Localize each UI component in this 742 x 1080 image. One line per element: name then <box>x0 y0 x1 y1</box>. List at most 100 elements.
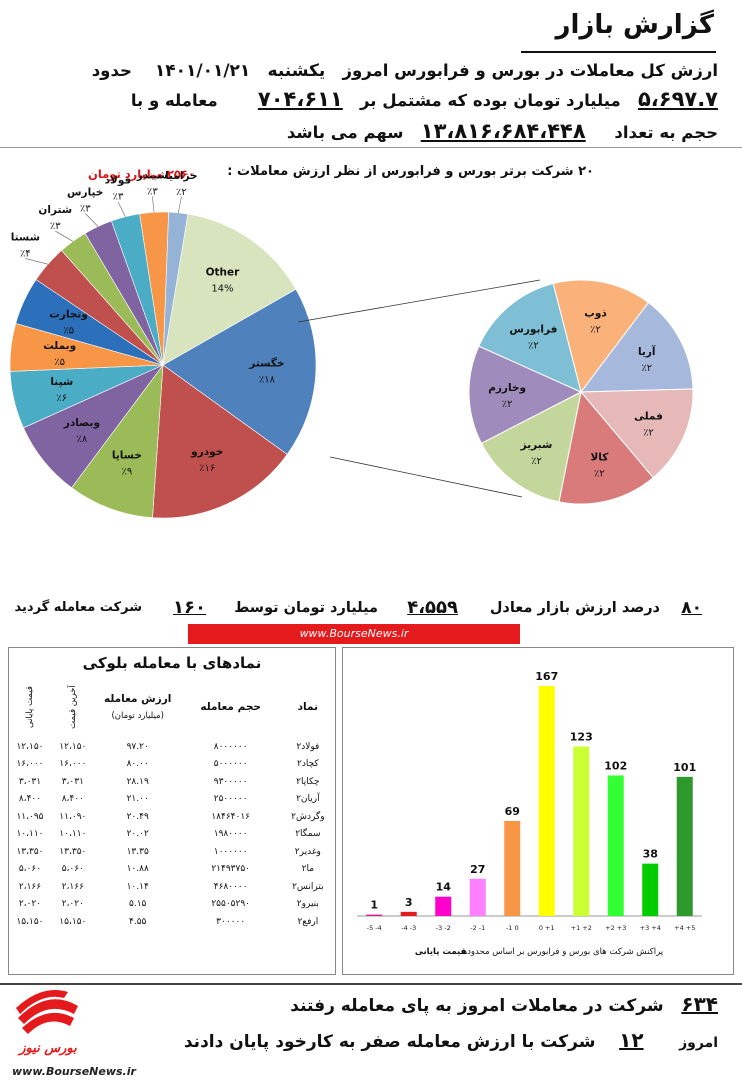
bar-tick-label: -2 -1 <box>470 924 485 932</box>
pie-label: خودرو ٪۱۶ <box>190 446 223 474</box>
cell-volume: ۱۹۸۰۰۰۰ <box>213 829 248 840</box>
cell-final: ۱۳،۳۵۰ <box>16 846 44 857</box>
bottom-line-1: ۶۳۴ شرکت در معاملات امروز به پای معامله … <box>290 992 718 1016</box>
cell-final: ۱۵،۱۵۰ <box>16 916 44 927</box>
trade-volume: ۱۳،۸۱۶،۶۸۴،۴۴۸ <box>420 119 586 143</box>
subpie-value: ٪۲ <box>641 363 652 374</box>
summary-text: حدود <box>91 61 132 80</box>
table-row: ۱۶،۰۰۰ ۱۶،۰۰۰ ۸۰.۰۰ ۵۰۰۰۰۰۰ کچاد۲ <box>9 756 335 774</box>
table-row: ۱۱،۰۹۵ ۱۱،۰۹۰ ۲۰.۴۹ ۱۸۴۶۴۰۱۶ وگردش۲ <box>9 808 335 826</box>
top-count: ۱۶۰ <box>173 597 206 618</box>
summary-date: ۱۴۰۱/۰۱/۲۱ <box>154 61 251 81</box>
cell-last: ۱۰،۱۱۰ <box>59 829 87 840</box>
cell-symbol: بنیرو۲ <box>296 899 319 910</box>
pie-slice-label: شپنا <box>50 376 73 388</box>
cell-final: ۱۶،۰۰۰ <box>16 759 44 770</box>
summary-text: معامله و با <box>130 91 218 110</box>
subpie-value: ٪۲ <box>528 340 539 351</box>
summary-day: یکشنبه <box>267 61 326 81</box>
site-banner: www.BourseNews.ir <box>188 624 520 644</box>
pie-label: شپنا ٪۶ <box>50 376 73 404</box>
bar-tick-label: -5 -4 <box>367 924 382 932</box>
cell-final: ۱۱،۰۹۵ <box>16 811 44 822</box>
cell-symbol: ارفع۲ <box>297 916 319 927</box>
pie-slice-value: ٪۱۸ <box>259 374 276 385</box>
bar-value-label: 3 <box>405 896 413 909</box>
cell-value: ۲۰.۴۹ <box>126 811 149 822</box>
cell-last: ۲،۰۲۰ <box>61 899 84 910</box>
cell-last: ۲،۱۶۶ <box>61 881 84 892</box>
pie-label: خپارس ٪۳ <box>67 186 103 214</box>
cell-value: ۲۱.۰۰ <box>126 794 149 805</box>
market-percent: ۸۰ <box>681 598 702 618</box>
bar-value-label: 101 <box>673 761 696 774</box>
logo-text: بورس نیوز <box>17 1041 77 1056</box>
cell-final: ۱۲،۱۵۰ <box>16 741 44 752</box>
bar-value-label: 14 <box>436 881 452 894</box>
pie-slice-label: شتران <box>38 204 72 216</box>
pie-slice <box>152 364 288 519</box>
cell-symbol: وغدیر۲ <box>294 846 321 857</box>
cell-last: ۱۵،۱۵۰ <box>59 916 87 927</box>
cell-symbol: فولاد۲ <box>296 741 320 752</box>
subpie-label: فملی <box>634 410 663 422</box>
report-title: گزارش بازار <box>555 10 714 40</box>
bar-value-label: 27 <box>470 863 485 876</box>
summary-line-2: ۵،۶۹۷.۷ میلیارد تومان بوده که مشتمل بر ۷… <box>14 86 718 114</box>
zero-count: ۱۲ <box>619 1028 644 1052</box>
table-row: ۸،۴۰۰ ۸،۴۰۰ ۲۱.۰۰ ۲۵۰۰۰۰۰ آریان۲ <box>9 791 335 809</box>
cell-final: ۳،۰۳۱ <box>18 776 42 787</box>
subpie-label: شبریز <box>520 439 553 451</box>
divider <box>0 147 742 148</box>
subpie-label: ذوب <box>584 308 607 320</box>
top-companies-summary: ۸۰ درصد ارزش بازار معادل ۴،۵۵۹ میلیارد ت… <box>0 594 742 624</box>
leader-line <box>84 213 99 227</box>
x-axis-label-text: پراکنش شرکت های بورس و فرابورس بر اساس م… <box>462 947 664 957</box>
cell-value: ۵.۱۵ <box>129 899 147 910</box>
pie-slice-value: ٪۳ <box>80 203 91 214</box>
pie-slice-label: فولاد <box>105 175 132 187</box>
pie-label: وبصادر ٪۸ <box>63 417 100 445</box>
subpie-label: فرابورس <box>509 323 557 335</box>
bar-tick-label: +2 +3 <box>605 924 626 932</box>
summary-text: میلیارد تومان توسط <box>234 600 378 616</box>
table-row: ۱۵،۱۵۰ ۱۵،۱۵۰ ۴.۵۵ ۳۰۰۰۰۰ ارفع۲ <box>9 913 335 931</box>
trade-count: ۷۰۴،۶۱۱ <box>257 87 343 111</box>
pie-label: خزامیا ٪۲ <box>165 170 197 198</box>
cell-value: ۱۰.۱۴ <box>126 881 149 892</box>
pie-slice-value: ٪۶ <box>56 393 67 404</box>
subpie-slice <box>579 388 694 479</box>
bar-tick-label: -1 0 <box>506 924 519 932</box>
bar-tick-label: 0 +1 <box>539 924 555 932</box>
leader-line <box>55 230 74 242</box>
cell-volume: ۲۵۵۰۵۲۹۰ <box>211 899 251 910</box>
boursenews-logo: بورس نیوز <box>16 990 78 1056</box>
summary-text: درصد ارزش بازار معادل <box>489 600 660 616</box>
cell-final: ۲،۱۶۶ <box>18 881 42 892</box>
cell-value: ۲۰.۰۲ <box>126 829 149 840</box>
subpie-slice <box>468 345 583 444</box>
subpie-label: آریا <box>638 345 656 358</box>
bar-value-label: 38 <box>643 848 658 861</box>
bottom-line-2: امروز ۱۲ شرکت با ارزش معامله صفر به کارخ… <box>184 1028 718 1052</box>
header-value: ارزش معامله <box>104 693 172 705</box>
connector-line <box>297 279 541 323</box>
subpie-label: کالا <box>590 452 609 464</box>
pie-label: شستا ٪۴ <box>11 231 40 259</box>
table-title: نمادهای با معامله بلوکی <box>82 654 262 672</box>
cell-volume: ۵۰۰۰۰۰۰ <box>213 759 248 770</box>
bar <box>607 775 624 916</box>
bar <box>469 878 486 916</box>
pie-slice-value: ٪۱۶ <box>199 463 215 474</box>
subpie-slice <box>558 390 654 505</box>
pie-slice-value: ٪۳ <box>113 192 124 203</box>
subpie-slice <box>478 282 582 393</box>
bar <box>366 914 383 916</box>
block-trades-table-panel: نمادهای با معامله بلوکی قیمت پایانی آخری… <box>8 647 336 975</box>
pie-label: خگستر ٪۱۸ <box>248 356 284 385</box>
cell-last: ۵،۰۶۰ <box>61 864 84 875</box>
pie-slice-value: ٪۴ <box>20 248 31 259</box>
cell-volume: ۳۰۰۰۰۰ <box>216 916 246 927</box>
cell-value: ۹۷.۲۰ <box>126 741 149 752</box>
leader-line <box>117 201 126 217</box>
